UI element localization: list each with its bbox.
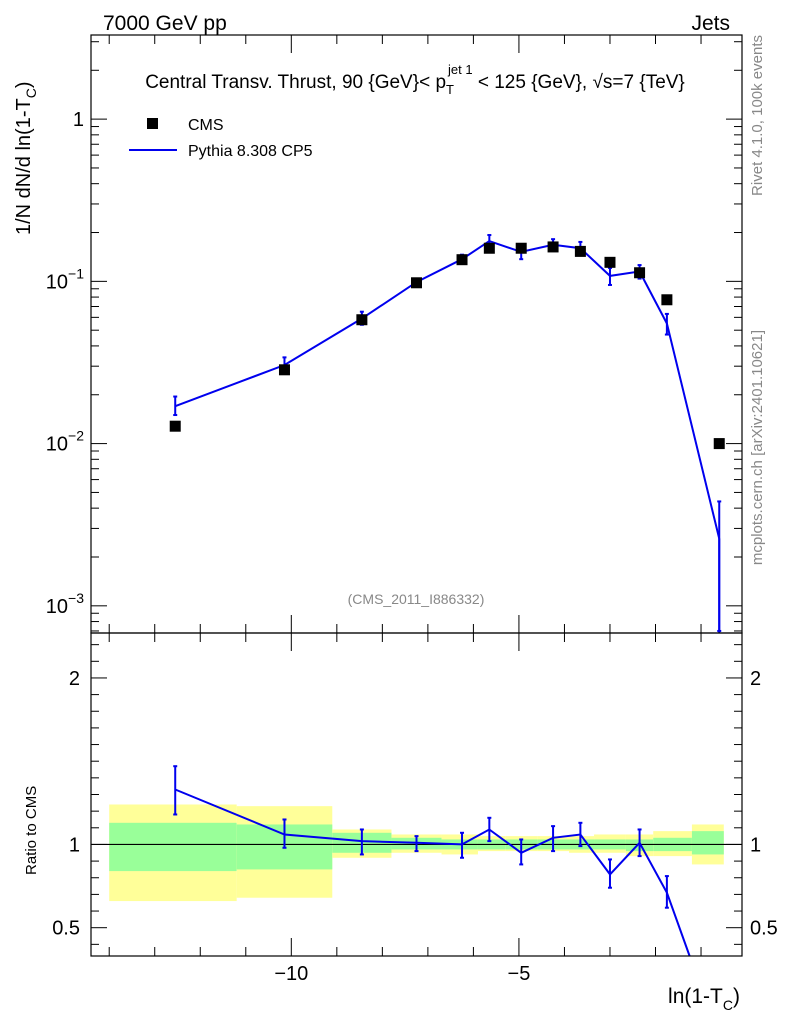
ratio-series-line (174, 788, 691, 957)
main-title-pre: Central Transv. Thrust, 90 {GeV}< p (145, 72, 446, 93)
x-axis-label-sub: C (723, 997, 733, 1013)
ratio-band-inner (109, 822, 237, 872)
cms-data-point (713, 438, 725, 450)
cms-data-point (411, 277, 422, 289)
x-tick-label: −5 (508, 963, 531, 985)
cms-data-point (356, 314, 368, 326)
ratio-band-inner (691, 831, 724, 855)
legend-marker-cms (147, 118, 158, 129)
main-y-axis-label: 1/N dN/d ln(1-TC) (13, 81, 39, 235)
ratio-y-tick-label-right: 0.5 (750, 918, 778, 940)
ratio-y-tick-label-left: 2 (69, 668, 80, 690)
side-label-rivet: Rivet 4.1.0, 100k events (749, 35, 766, 196)
header-right: Jets (691, 12, 730, 35)
cms-data-point (515, 242, 527, 254)
cms-data-point (604, 256, 616, 268)
main-y-tick-label: 10−1 (46, 265, 84, 293)
main-y-tick-label: 10−2 (46, 428, 84, 456)
main-title-sqrt: √s (592, 72, 612, 93)
ratio-y-axis-label: Ratio to CMS (23, 786, 40, 875)
cms-data-point (661, 294, 673, 306)
cms-data-point (483, 242, 495, 254)
main-y-tick-label: 10−3 (46, 590, 84, 618)
ratio-y-tick-label-left: 1 (69, 834, 80, 856)
main-panel-ticks: 10−3 10−2 10−1 1 (46, 35, 742, 633)
main-y-axis-label-post: ) (13, 81, 35, 88)
x-axis-label-post: ) (733, 985, 740, 1008)
ratio-y-tick-label-right: 1 (750, 834, 761, 856)
main-title-sup: jet 1 (447, 62, 473, 77)
legend: CMS Pythia 8.308 CP5 (129, 117, 313, 160)
main-y-axis-label-sub: C (23, 88, 39, 98)
cms-data-point (278, 364, 290, 376)
ratio-y-tick-label-left: 0.5 (52, 918, 80, 940)
x-axis-label: ln(1-TC) (668, 985, 740, 1013)
cms-data-point (634, 267, 646, 279)
cms-data-point (574, 245, 586, 257)
main-title-post: =7 {TeV} (612, 72, 684, 93)
main-title-sub: T (446, 82, 454, 97)
ratio-panel-ticks: 0.5 0.5 1 1 2 2 −10 −5 (52, 633, 778, 985)
main-panel-series (169, 234, 725, 633)
analysis-watermark: (CMS_2011_I886332) (348, 591, 485, 607)
ratio-panel-series (173, 765, 691, 957)
legend-label-pythia: Pythia 8.308 CP5 (188, 143, 313, 160)
main-y-tick-label: 1 (73, 109, 84, 131)
legend-label-cms: CMS (188, 117, 224, 134)
main-title: Central Transv. Thrust, 90 {GeV}< pTjet … (145, 62, 685, 97)
cms-data-point (456, 254, 468, 266)
ratio-panel-frame (90, 632, 743, 957)
ratio-y-tick-label-right: 2 (750, 668, 761, 690)
mc-series-line (174, 239, 721, 539)
header-left: 7000 GeV pp (103, 12, 227, 35)
main-title-mid: < 125 {GeV}, (473, 72, 593, 93)
cms-data-point (169, 420, 181, 432)
cms-data-point (547, 241, 559, 253)
side-label-mcplots: mcplots.cern.ch [arXiv:2401.10621] (749, 330, 766, 565)
x-axis-label-pre: ln(1-T (668, 985, 723, 1008)
main-y-axis-label-pre: 1/N dN/d ln(1-T (13, 98, 35, 235)
x-tick-label: −10 (274, 963, 308, 985)
